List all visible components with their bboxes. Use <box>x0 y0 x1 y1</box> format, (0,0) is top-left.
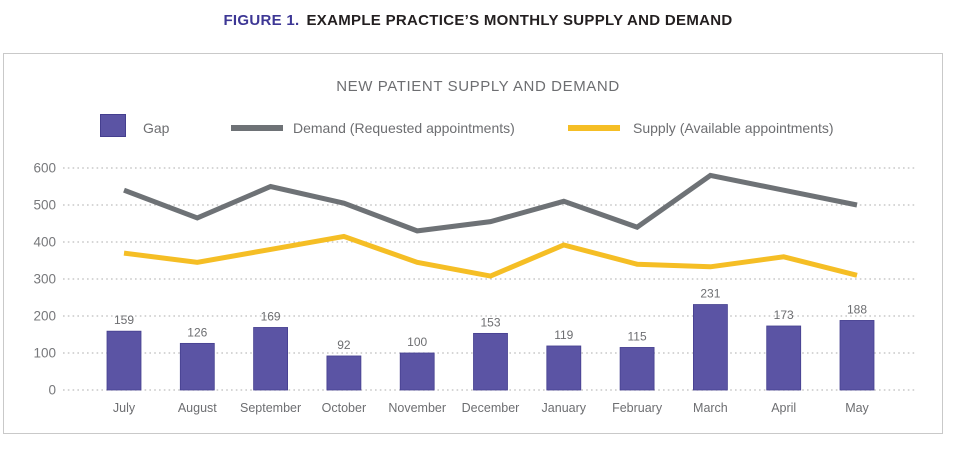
x-axis-label-september: September <box>240 401 301 415</box>
figure-heading: FIGURE 1. EXAMPLE PRACTICE’S MONTHLY SUPP… <box>0 12 956 29</box>
bar-September <box>253 327 289 391</box>
y-axis-tick-label: 400 <box>33 235 56 250</box>
bar-value-label: 159 <box>114 313 134 327</box>
x-axis-label-august: August <box>178 401 217 415</box>
bar-value-label: 173 <box>774 308 794 322</box>
legend-demand-swatch <box>231 125 283 131</box>
y-axis-tick-label: 100 <box>33 346 56 361</box>
figure-title: EXAMPLE PRACTICE’S MONTHLY SUPPLY AND DE… <box>306 12 733 29</box>
legend-gap-label: Gap <box>143 120 170 136</box>
legend-supply-swatch <box>568 125 620 131</box>
bar-value-label: 169 <box>261 309 281 323</box>
x-axis-label-july: July <box>113 401 136 415</box>
y-axis-tick-label: 500 <box>33 198 56 213</box>
demand-line <box>123 172 858 234</box>
figure-number-label: FIGURE 1. <box>223 12 300 29</box>
chart-title: NEW PATIENT SUPPLY AND DEMAND <box>336 78 620 95</box>
bar-value-label: 188 <box>847 302 867 316</box>
bar-February <box>619 347 655 391</box>
supply-line <box>123 233 858 279</box>
bar-December <box>473 332 508 391</box>
bar-value-label: 231 <box>700 287 720 301</box>
bar-April <box>766 325 802 391</box>
bar-November <box>399 352 435 391</box>
x-axis-label-february: February <box>612 401 663 415</box>
x-axis-label-april: April <box>771 401 796 415</box>
bar-value-label: 119 <box>554 328 573 342</box>
x-axis-label-january: January <box>542 401 587 415</box>
y-axis-tick-label: 0 <box>48 383 56 398</box>
bar-value-label: 153 <box>480 315 500 329</box>
legend-supply-label: Supply (Available appointments) <box>633 120 834 136</box>
bar-value-label: 100 <box>407 335 427 349</box>
legend-demand-label: Demand (Requested appointments) <box>293 120 515 136</box>
bar-value-label: 92 <box>337 338 351 352</box>
x-axis-label-december: December <box>462 401 520 415</box>
x-axis-label-march: March <box>693 401 728 415</box>
y-axis-tick-label: 200 <box>33 309 56 324</box>
x-axis-label-november: November <box>388 401 446 415</box>
bar-August <box>179 342 215 391</box>
bar-value-label: 126 <box>187 325 207 339</box>
legend-gap-swatch <box>100 114 126 137</box>
x-axis-label-may: May <box>845 401 869 415</box>
bar-January <box>546 345 582 391</box>
bar-July <box>106 330 142 391</box>
bar-May <box>839 320 875 391</box>
bar-value-label: 115 <box>628 329 647 343</box>
x-axis-label-october: October <box>322 401 366 415</box>
bar-October <box>326 355 362 391</box>
y-axis-tick-label: 300 <box>33 272 56 287</box>
bar-March <box>693 304 728 391</box>
y-axis-tick-label: 600 <box>33 161 56 176</box>
